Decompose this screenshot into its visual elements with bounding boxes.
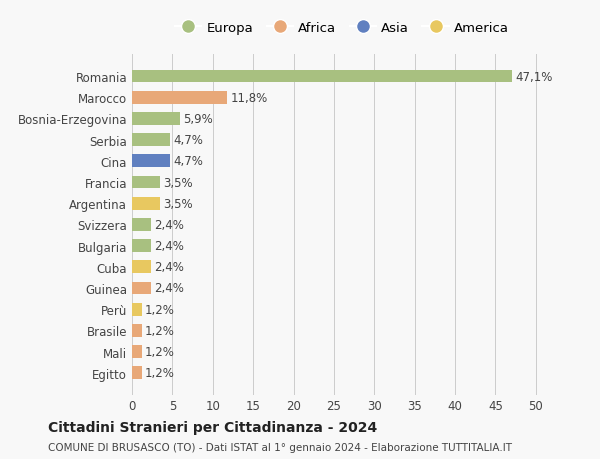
Text: 2,4%: 2,4%: [155, 218, 184, 231]
Text: 1,2%: 1,2%: [145, 303, 175, 316]
Text: 2,4%: 2,4%: [155, 282, 184, 295]
Legend: Europa, Africa, Asia, America: Europa, Africa, Asia, America: [171, 17, 513, 39]
Text: 2,4%: 2,4%: [155, 261, 184, 274]
Bar: [132, 197, 160, 210]
Bar: [132, 155, 170, 168]
Text: 3,5%: 3,5%: [163, 176, 193, 189]
Text: 2,4%: 2,4%: [155, 240, 184, 252]
Text: 5,9%: 5,9%: [183, 112, 212, 126]
Text: 47,1%: 47,1%: [515, 70, 553, 84]
Bar: [132, 261, 151, 274]
Text: 3,5%: 3,5%: [163, 197, 193, 210]
Text: Cittadini Stranieri per Cittadinanza - 2024: Cittadini Stranieri per Cittadinanza - 2…: [48, 420, 377, 435]
Bar: [132, 176, 160, 189]
Text: 1,2%: 1,2%: [145, 366, 175, 380]
Text: 4,7%: 4,7%: [173, 134, 203, 147]
Bar: [132, 346, 142, 358]
Bar: [132, 325, 142, 337]
Text: 4,7%: 4,7%: [173, 155, 203, 168]
Text: COMUNE DI BRUSASCO (TO) - Dati ISTAT al 1° gennaio 2024 - Elaborazione TUTTITALI: COMUNE DI BRUSASCO (TO) - Dati ISTAT al …: [48, 442, 512, 452]
Text: 1,2%: 1,2%: [145, 345, 175, 358]
Text: 11,8%: 11,8%: [230, 91, 268, 105]
Bar: [132, 71, 512, 83]
Bar: [132, 282, 151, 295]
Bar: [132, 240, 151, 252]
Bar: [132, 134, 170, 147]
Text: 1,2%: 1,2%: [145, 324, 175, 337]
Bar: [132, 113, 179, 125]
Bar: [132, 218, 151, 231]
Bar: [132, 92, 227, 104]
Bar: [132, 303, 142, 316]
Bar: [132, 367, 142, 379]
